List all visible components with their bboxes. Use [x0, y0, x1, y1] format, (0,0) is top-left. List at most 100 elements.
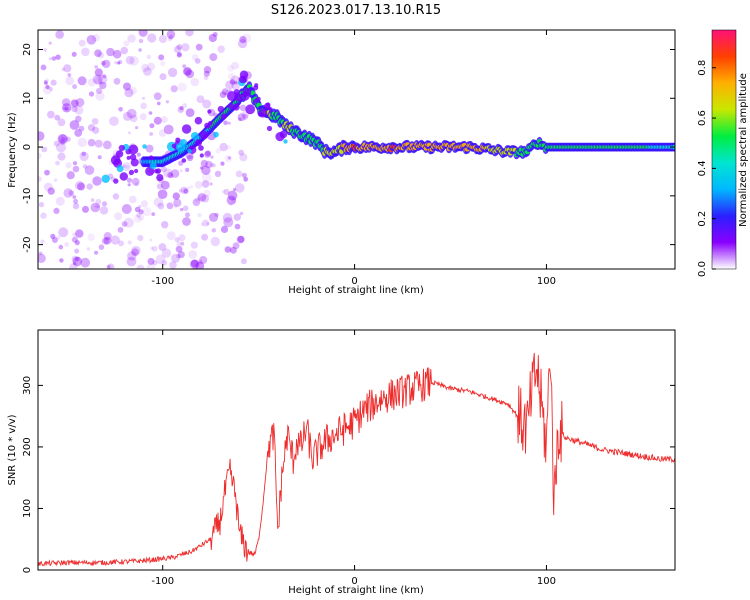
noise-blob — [114, 212, 123, 221]
noise-blob — [77, 182, 86, 191]
noise-blob — [197, 193, 207, 202]
noise-blob — [106, 47, 115, 57]
noise-blob — [50, 79, 57, 86]
noise-blob — [102, 140, 112, 150]
noise-blob — [181, 43, 190, 52]
noise-blob — [177, 251, 185, 259]
noise-blob — [229, 246, 237, 254]
ridge-blob — [101, 174, 110, 183]
noise-blob — [235, 183, 245, 193]
ridge-blob — [118, 144, 125, 152]
noise-blob — [58, 227, 69, 238]
noise-blob — [38, 251, 43, 256]
noise-blob — [190, 259, 200, 269]
noise-blob — [38, 202, 45, 208]
noise-blob — [82, 164, 88, 169]
noise-blob — [61, 137, 66, 142]
noise-blob — [58, 134, 68, 145]
noise-blob — [121, 221, 128, 227]
noise-blob — [201, 165, 211, 175]
noise-blob — [92, 33, 100, 42]
noise-blob — [180, 207, 184, 212]
noise-blob — [122, 162, 131, 172]
noise-blob — [90, 198, 95, 203]
noise-blob — [55, 30, 64, 39]
noise-blob — [92, 176, 102, 186]
noise-blob — [54, 178, 58, 182]
snr-frame — [37, 329, 676, 571]
noise-blob — [87, 138, 96, 147]
noise-blob — [125, 165, 130, 169]
noise-blob — [233, 188, 237, 192]
ridge-blob — [187, 148, 192, 154]
noise-blob — [173, 198, 182, 207]
ridge-blob — [283, 139, 288, 144]
noise-blob — [226, 145, 231, 150]
ridge-blob — [148, 155, 154, 160]
noise-blob — [185, 69, 195, 79]
noise-blob — [197, 196, 202, 201]
heatmap-marks — [38, 30, 675, 269]
noise-blob — [182, 64, 187, 69]
noise-blob — [125, 55, 135, 65]
noise-blob — [177, 82, 187, 92]
noise-blob — [131, 248, 140, 257]
noise-blob — [50, 233, 56, 239]
ridge-blob — [217, 105, 225, 113]
snr-x-tick-label: 0 — [351, 576, 357, 587]
noise-blob — [242, 113, 249, 120]
noise-blob — [74, 248, 80, 254]
noise-blob — [61, 103, 72, 113]
noise-blob — [61, 98, 71, 107]
heatmap-x-tick-label: 0 — [351, 276, 357, 287]
noise-blob — [178, 189, 183, 193]
noise-blob — [200, 159, 208, 168]
noise-blob — [69, 263, 78, 269]
noise-blob — [176, 52, 182, 58]
noise-blob — [95, 91, 105, 101]
ridge-blob — [243, 87, 252, 97]
noise-blob — [224, 155, 232, 163]
noise-blob — [129, 86, 138, 95]
noise-blob — [196, 95, 205, 104]
noise-blob — [230, 75, 240, 85]
noise-blob — [94, 204, 99, 209]
noise-blob — [103, 232, 112, 241]
noise-blob — [227, 73, 236, 81]
noise-blob — [121, 204, 132, 214]
noise-blob — [142, 96, 145, 100]
noise-blob — [117, 61, 121, 65]
noise-blob — [217, 45, 225, 53]
noise-blob — [113, 77, 121, 85]
colorbar-label: Normalized spectral amplitude — [738, 73, 749, 227]
ridge-blob — [119, 172, 128, 181]
noise-blob — [168, 173, 174, 179]
noise-blob — [227, 121, 231, 125]
noise-blob — [141, 63, 150, 72]
noise-blob — [123, 217, 134, 228]
noise-blob — [185, 30, 194, 37]
noise-blob — [38, 176, 42, 182]
noise-blob — [130, 114, 138, 123]
ridge-blob — [142, 144, 147, 149]
noise-blob — [88, 91, 95, 97]
ridge-blob — [228, 103, 235, 110]
colorbar-tick-label: 0.2 — [697, 211, 708, 227]
ridge-blob — [199, 130, 209, 140]
noise-blob — [102, 59, 111, 69]
noise-blob — [68, 190, 75, 196]
noise-blob — [209, 162, 215, 168]
noise-blob — [203, 189, 211, 198]
ridge-blob — [253, 99, 258, 104]
noise-blob — [241, 172, 247, 178]
noise-blob — [40, 239, 45, 244]
noise-blob — [148, 111, 153, 115]
noise-blob — [194, 58, 201, 64]
noise-blob — [134, 182, 139, 187]
noise-blob — [94, 250, 99, 255]
noise-blob — [210, 236, 220, 247]
noise-blob — [211, 163, 217, 168]
noise-blob — [163, 168, 173, 178]
noise-blob — [182, 103, 188, 109]
